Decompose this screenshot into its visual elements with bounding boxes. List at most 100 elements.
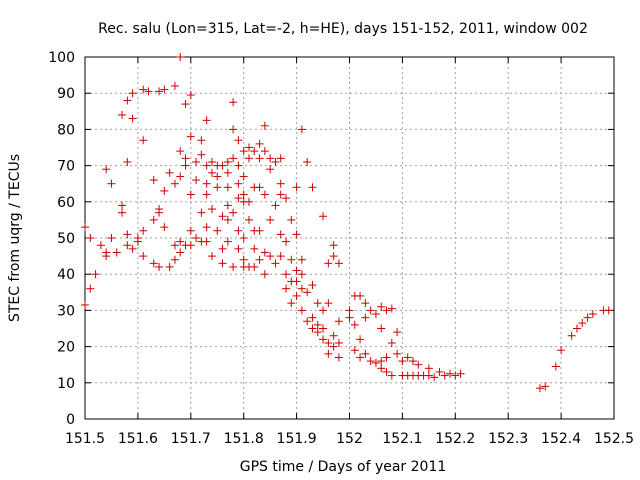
data-point xyxy=(297,284,306,293)
data-point xyxy=(207,168,216,177)
x-tick-label: 152.5 xyxy=(594,431,634,447)
data-point xyxy=(86,284,95,293)
data-point xyxy=(234,161,243,170)
data-point xyxy=(446,369,455,378)
x-tick-label: 152.3 xyxy=(488,431,528,447)
data-point xyxy=(260,121,269,130)
data-point xyxy=(297,255,306,264)
y-tick-label: 40 xyxy=(57,267,75,283)
x-tick-label: 152.1 xyxy=(382,431,422,447)
data-point xyxy=(255,183,264,192)
data-point xyxy=(229,125,238,134)
data-point xyxy=(324,349,333,358)
data-point xyxy=(239,234,248,242)
data-point xyxy=(567,331,576,340)
data-point xyxy=(229,98,238,107)
data-point xyxy=(186,190,195,199)
data-point xyxy=(456,369,465,378)
data-point xyxy=(218,161,227,170)
data-point xyxy=(192,176,201,185)
x-tick-label: 152 xyxy=(336,431,363,447)
data-point xyxy=(128,89,137,98)
data-point xyxy=(96,241,105,250)
data-point xyxy=(202,179,211,188)
data-point xyxy=(255,139,264,148)
data-point xyxy=(213,183,222,192)
data-point xyxy=(244,143,253,152)
data-point xyxy=(91,270,100,279)
data-point xyxy=(239,172,248,181)
data-point xyxy=(218,244,227,253)
data-point xyxy=(107,234,116,242)
data-point xyxy=(371,358,380,367)
data-point xyxy=(324,299,333,308)
data-point xyxy=(165,168,174,177)
x-tick-label: 151.6 xyxy=(118,431,158,447)
data-point xyxy=(308,183,317,192)
y-tick-label: 100 xyxy=(48,50,75,66)
data-point xyxy=(223,157,232,166)
data-point xyxy=(324,338,333,347)
data-point xyxy=(382,306,391,315)
data-point xyxy=(234,244,243,253)
data-point xyxy=(186,91,195,100)
data-point xyxy=(176,172,185,181)
data-point xyxy=(329,342,338,351)
y-tick-label: 10 xyxy=(57,376,75,392)
data-point xyxy=(414,360,423,369)
data-point xyxy=(197,150,206,159)
data-point xyxy=(382,353,391,362)
data-point xyxy=(107,179,116,188)
data-point xyxy=(128,114,137,123)
gridlines xyxy=(85,57,614,419)
data-point xyxy=(297,125,306,134)
data-point xyxy=(276,190,285,199)
x-tick-label: 151.9 xyxy=(277,431,317,447)
data-point xyxy=(223,215,232,224)
data-point xyxy=(149,215,158,224)
data-point xyxy=(234,179,243,188)
y-tick-label: 50 xyxy=(57,231,75,247)
data-point xyxy=(118,208,127,217)
data-point xyxy=(451,371,460,380)
data-point xyxy=(297,270,306,279)
data-point xyxy=(541,382,550,391)
data-point xyxy=(303,288,312,297)
data-point xyxy=(588,310,597,319)
data-point xyxy=(334,259,343,268)
data-point xyxy=(260,147,269,156)
data-point xyxy=(266,165,275,174)
data-point xyxy=(170,255,179,264)
data-point xyxy=(123,241,132,250)
data-point xyxy=(276,252,285,261)
data-point xyxy=(377,302,386,311)
data-point xyxy=(398,357,407,366)
data-point xyxy=(139,85,148,94)
data-point xyxy=(223,237,232,246)
data-point xyxy=(319,306,328,315)
data-point xyxy=(324,259,333,268)
data-point xyxy=(229,154,238,163)
x-tick-label: 151.8 xyxy=(224,431,264,447)
data-point xyxy=(377,364,386,373)
data-point xyxy=(234,194,243,203)
data-point xyxy=(356,291,365,300)
data-point xyxy=(202,223,211,232)
data-point xyxy=(408,357,417,366)
x-tick-label: 152.4 xyxy=(541,431,581,447)
data-point xyxy=(350,320,359,329)
data-point xyxy=(557,346,566,355)
data-point xyxy=(160,186,169,195)
data-point xyxy=(250,244,259,253)
data-point xyxy=(303,157,312,166)
x-tick-label: 151.5 xyxy=(65,431,105,447)
data-point xyxy=(387,371,396,380)
data-point xyxy=(123,157,132,166)
data-point xyxy=(170,81,179,90)
data-point xyxy=(234,136,243,145)
data-point xyxy=(181,161,190,170)
data-point xyxy=(329,252,338,261)
data-point xyxy=(176,248,185,257)
y-axis-tick-labels: 0 10 20 30 40 50 60 70 80 90 100 xyxy=(48,50,75,428)
